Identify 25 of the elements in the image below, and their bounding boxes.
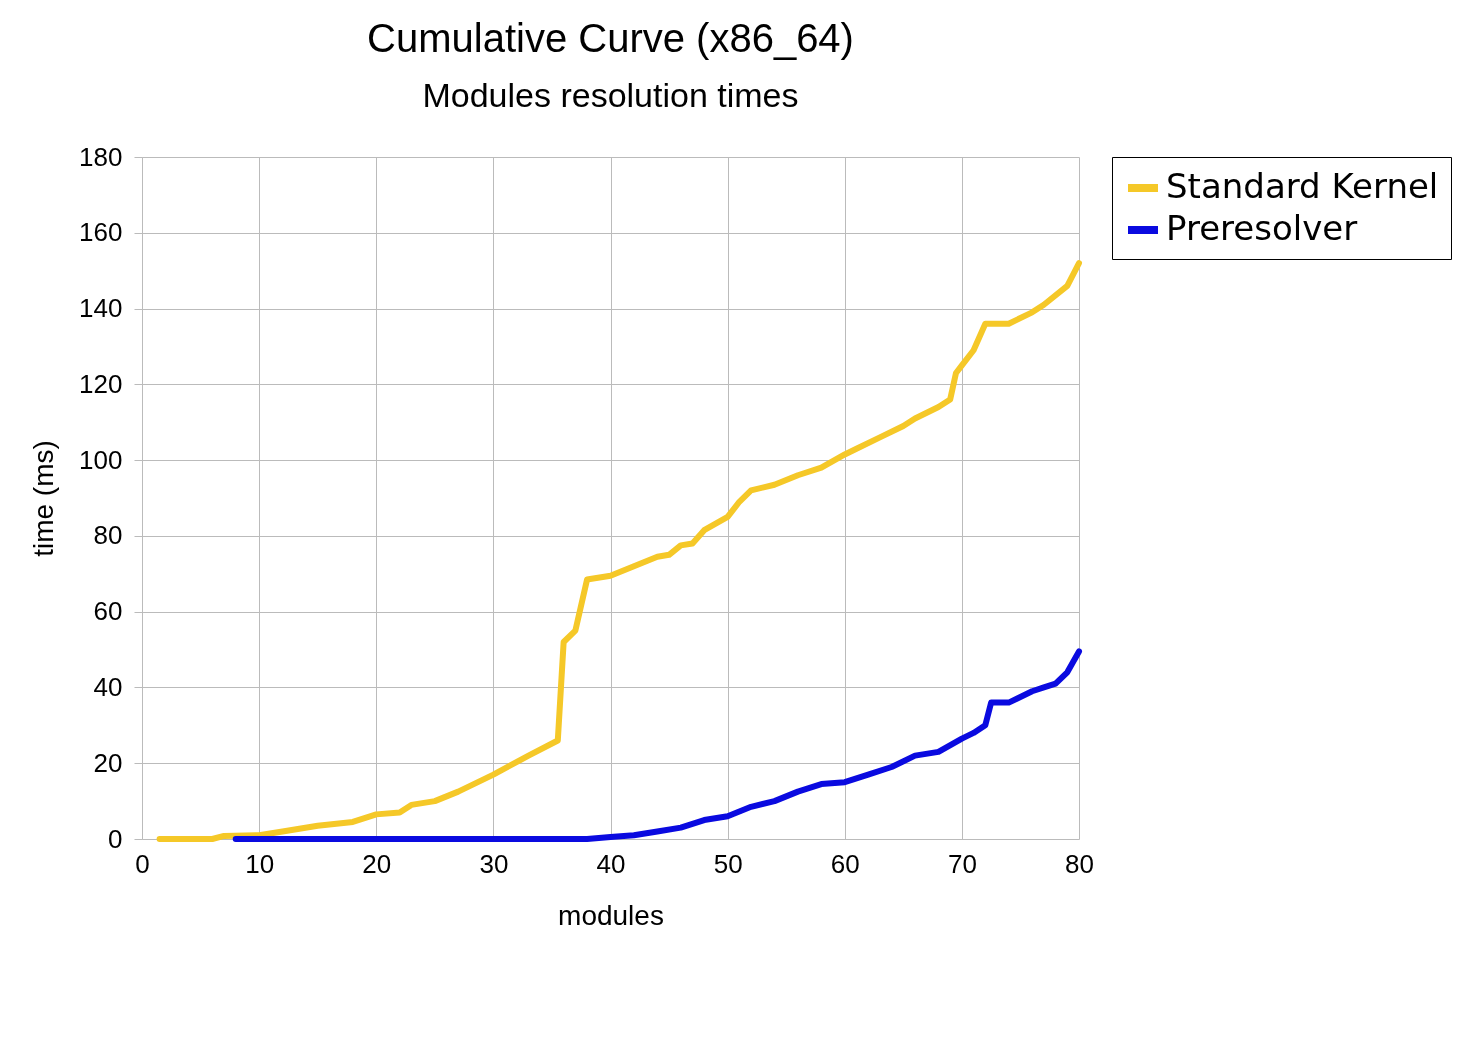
- x-tick-label: 10: [245, 848, 275, 879]
- x-axis-title: modules: [558, 899, 664, 931]
- y-tick-label: 80: [93, 520, 123, 551]
- y-tick-label: 160: [79, 217, 123, 248]
- y-tick-label: 20: [93, 747, 123, 778]
- y-tick-label: 0: [108, 823, 123, 854]
- chart-subtitle: Modules resolution times: [422, 76, 799, 114]
- chart-title: Cumulative Curve (x86_64): [367, 16, 854, 60]
- y-tick-label: 40: [93, 671, 123, 702]
- x-tick-label: 20: [362, 848, 392, 879]
- y-tick-label: 120: [79, 368, 123, 399]
- x-tick-label: 0: [135, 848, 150, 879]
- x-tick-label: 70: [947, 848, 977, 879]
- legend-label: Standard Kernel: [1166, 166, 1439, 206]
- x-tick-label: 30: [479, 848, 509, 879]
- y-axis-title: time (ms): [28, 440, 60, 557]
- y-tick-label: 180: [79, 141, 123, 172]
- y-tick-label: 100: [79, 444, 123, 475]
- y-tick-label: 60: [93, 596, 123, 627]
- x-tick-label: 80: [1065, 848, 1094, 879]
- y-tick-label: 140: [79, 293, 123, 324]
- legend-label: Preresolver: [1166, 208, 1358, 248]
- x-tick-label: 40: [596, 848, 626, 879]
- x-tick-label: 60: [830, 848, 860, 879]
- x-tick-label: 50: [713, 848, 743, 879]
